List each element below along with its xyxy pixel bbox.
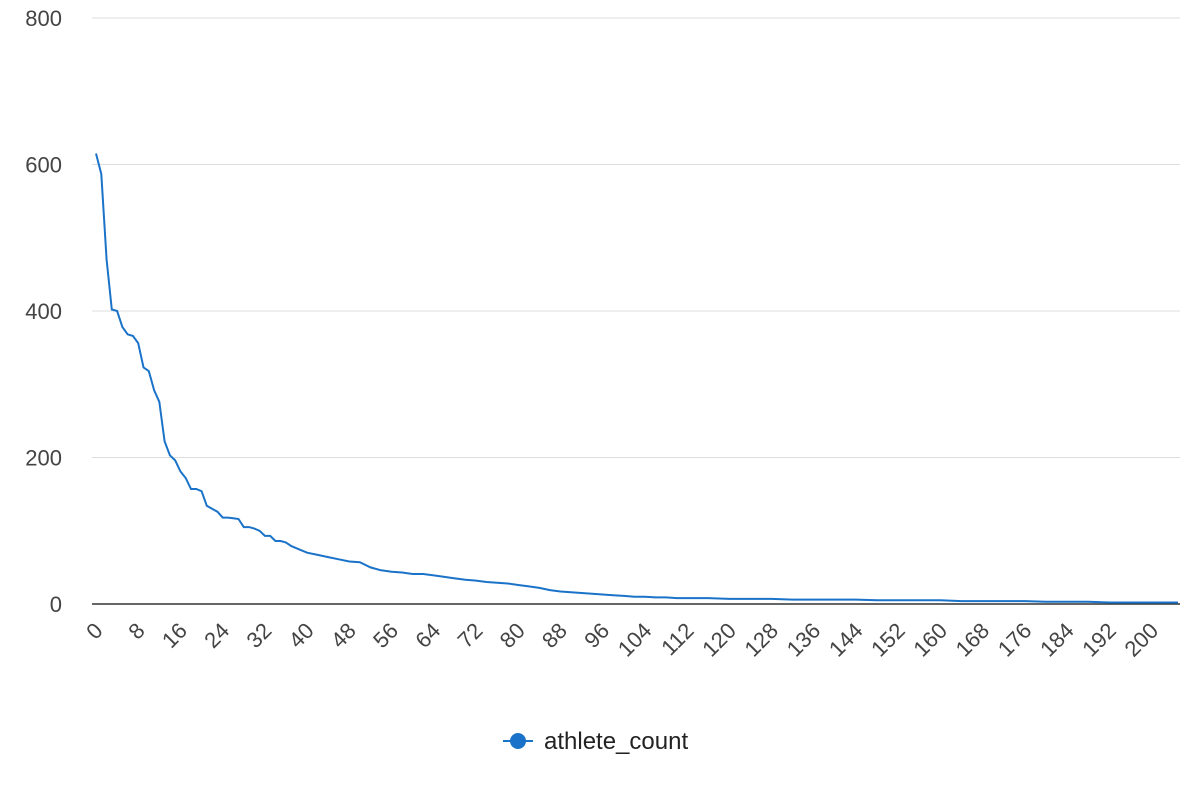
y-tick-label: 800 [25, 6, 62, 31]
x-tick-label: 192 [1077, 618, 1121, 662]
y-tick-label: 600 [25, 153, 62, 178]
x-tick-label: 0 [81, 618, 107, 644]
x-tick-label: 168 [951, 618, 995, 662]
x-tick-label: 40 [284, 618, 319, 653]
x-tick-label: 160 [908, 618, 952, 662]
x-tick-label: 176 [993, 618, 1037, 662]
x-tick-label: 56 [368, 618, 403, 653]
x-tick-label: 96 [579, 618, 614, 653]
x-tick-label: 8 [123, 618, 149, 644]
x-tick-label: 104 [613, 618, 657, 662]
x-tick-label: 72 [453, 618, 488, 653]
x-tick-label: 128 [739, 618, 783, 662]
legend-label: athlete_count [544, 728, 688, 755]
x-tick-label: 16 [157, 618, 192, 653]
x-tick-label: 136 [782, 618, 826, 662]
x-tick-label: 48 [326, 618, 361, 653]
x-tick-label: 88 [537, 618, 572, 653]
y-axis-ticks: 0 200 400 600 800 [25, 6, 62, 617]
x-tick-label: 64 [410, 618, 445, 653]
x-tick-label: 144 [824, 618, 868, 662]
series-line-athlete-count [95, 153, 1178, 604]
y-tick-label: 0 [50, 592, 62, 617]
x-tick-label: 184 [1035, 618, 1079, 662]
x-tick-label: 80 [495, 618, 530, 653]
legend[interactable]: athlete_count [503, 728, 688, 755]
x-tick-label: 32 [241, 618, 276, 653]
grid-lines [92, 17, 1180, 458]
x-tick-label: 152 [866, 618, 910, 662]
y-tick-label: 400 [25, 299, 62, 324]
x-tick-label: 120 [697, 618, 741, 662]
x-tick-label: 24 [199, 618, 234, 653]
x-tick-label: 200 [1120, 618, 1164, 662]
legend-swatch-dot [510, 733, 526, 749]
y-tick-label: 200 [25, 446, 62, 471]
x-tick-label: 112 [656, 618, 698, 660]
